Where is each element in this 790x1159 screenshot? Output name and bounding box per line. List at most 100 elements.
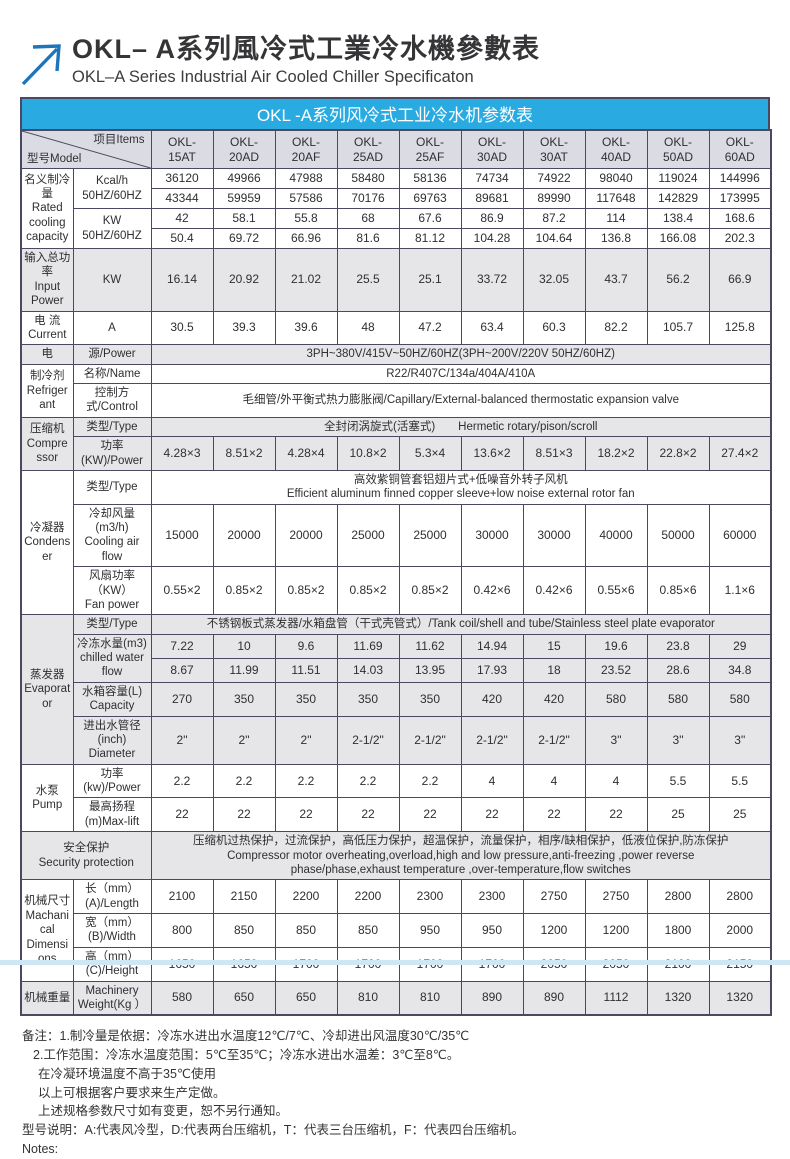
item-label-cell: 冷却风量(m3/h) Cooling air flow — [72, 503, 152, 568]
value-cell: 350 — [274, 681, 338, 717]
group-label-cell: 压缩机 Compressor — [20, 416, 74, 471]
value-cell: 28.6 — [646, 657, 710, 683]
item-label-cell: 类型/Type — [72, 416, 152, 438]
value-cell: 4.28×3 — [150, 436, 214, 471]
group-label-cell: 名义制冷量 Rated cooling capacity — [20, 168, 74, 249]
value-cell: 4 — [584, 763, 648, 799]
value-cell: 2200 — [336, 879, 400, 914]
value-cell: 27.4×2 — [708, 436, 772, 471]
group-label-cell: 机械重量 — [20, 980, 74, 1016]
value-cell: 69763 — [398, 188, 462, 209]
value-cell: 350 — [336, 681, 400, 717]
note-line: 上述规格参数尺寸如有变更，恕不另行通知。 — [38, 1104, 289, 1119]
value-cell: 87.2 — [522, 208, 586, 229]
value-cell: 2150 — [212, 879, 276, 914]
value-cell: 2-1/2" — [336, 715, 400, 765]
value-cell: 9.6 — [274, 633, 338, 659]
value-cell: 800 — [150, 913, 214, 948]
notes-block: 备注：1.制冷量是依据：冷冻水进出水温度12℃/7℃、冷却进出风温度30℃/35… — [22, 1027, 770, 1158]
value-cell: 25.1 — [398, 248, 462, 312]
value-cell: 5.5 — [708, 763, 772, 799]
value-cell: 47.2 — [398, 310, 462, 346]
value-cell: 350 — [212, 681, 276, 717]
value-cell: 25 — [646, 797, 710, 833]
value-cell: 2200 — [274, 879, 338, 914]
spec-table: 项目Items 型号Model OKL- 15AT OKL- 20AD OKL- 20A… — [20, 129, 772, 1017]
table-caption: OKL -A系列风冷式工业冷水机参数表 — [20, 97, 770, 129]
value-cell: 43.7 — [584, 248, 648, 312]
value-cell: 14.94 — [460, 633, 524, 659]
value-cell: 56.2 — [646, 248, 710, 312]
value-cell: 2800 — [646, 879, 710, 914]
merged-value-cell: 3PH~380V/415V~50HZ/60HZ(3PH~200V/220V 50… — [150, 344, 772, 365]
value-cell: 2750 — [584, 879, 648, 914]
merged-value-cell: 压缩机过热保护，过流保护，高低压力保护，超温保护，流量保护，相序/缺相保护，低液… — [150, 831, 772, 881]
model-header-cell: OKL- 25AD — [336, 129, 400, 169]
value-cell: 2.2 — [336, 763, 400, 799]
value-cell: 1800 — [646, 913, 710, 948]
group-label-cell: 制冷剂 Refrigerant — [20, 363, 74, 418]
value-cell: 580 — [150, 980, 214, 1016]
value-cell: 11.62 — [398, 633, 462, 659]
group-label-cell: 蒸发器 Evaporator — [20, 614, 74, 765]
value-cell: 2000 — [708, 913, 772, 948]
merged-value-cell: 全封闭涡旋式(活塞式) Hermetic rotary/pison/scroll — [150, 416, 772, 438]
model-header-cell: OKL- 15AT — [150, 129, 214, 169]
arrow-ne-logo-icon — [21, 44, 61, 86]
value-cell: 2" — [212, 715, 276, 765]
value-cell: 2.2 — [150, 763, 214, 799]
item-label-cell: KW — [72, 248, 152, 312]
value-cell: 270 — [150, 681, 214, 717]
value-cell: 2.2 — [274, 763, 338, 799]
value-cell: 39.6 — [274, 310, 338, 346]
value-cell: 0.85×2 — [336, 566, 400, 616]
value-cell: 850 — [274, 913, 338, 948]
value-cell: 58480 — [336, 168, 400, 189]
value-cell: 23.52 — [584, 657, 648, 683]
value-cell: 89990 — [522, 188, 586, 209]
value-cell: 0.85×6 — [646, 566, 710, 616]
value-cell: 13.95 — [398, 657, 462, 683]
value-cell: 5.5 — [646, 763, 710, 799]
value-cell: 810 — [398, 980, 462, 1016]
value-cell: 8.51×3 — [522, 436, 586, 471]
value-cell: 50.4 — [150, 228, 214, 249]
item-label-cell: 风扇功率（KW） Fan power — [72, 566, 152, 616]
value-cell: 350 — [398, 681, 462, 717]
value-cell: 60.3 — [522, 310, 586, 346]
value-cell: 69.72 — [212, 228, 276, 249]
value-cell: 29 — [708, 633, 772, 659]
value-cell: 117648 — [584, 188, 648, 209]
item-label-cell: KW 50HZ/60HZ — [72, 208, 152, 249]
value-cell: 20000 — [274, 503, 338, 568]
value-cell: 2" — [150, 715, 214, 765]
value-cell: 810 — [336, 980, 400, 1016]
value-cell: 25000 — [398, 503, 462, 568]
value-cell: 25 — [708, 797, 772, 833]
value-cell: 1320 — [646, 980, 710, 1016]
value-cell: 11.69 — [336, 633, 400, 659]
value-cell: 89681 — [460, 188, 524, 209]
value-cell: 890 — [460, 980, 524, 1016]
item-label-cell: 冷冻水量(m3) chilled water flow — [72, 633, 152, 683]
value-cell: 0.85×2 — [398, 566, 462, 616]
value-cell: 580 — [708, 681, 772, 717]
note-line: 型号说明：A:代表风冷型，D:代表两台压缩机，T：代表三台压缩机，F：代表四台压… — [22, 1123, 525, 1137]
value-cell: 74734 — [460, 168, 524, 189]
value-cell: 2.2 — [398, 763, 462, 799]
model-header-cell: OKL- 30AT — [522, 129, 586, 169]
value-cell: 650 — [274, 980, 338, 1016]
value-cell: 3" — [646, 715, 710, 765]
value-cell: 2300 — [398, 879, 462, 914]
value-cell: 4 — [460, 763, 524, 799]
value-cell: 2-1/2" — [398, 715, 462, 765]
item-label-cell: 类型/Type — [72, 614, 152, 635]
corner-model-label: 型号Model — [27, 152, 82, 165]
value-cell: 1320 — [708, 980, 772, 1016]
value-cell: 2100 — [150, 879, 214, 914]
item-label-cell: 宽（mm）(B)/Width — [72, 913, 152, 948]
value-cell: 166.08 — [646, 228, 710, 249]
value-cell: 11.51 — [274, 657, 338, 683]
value-cell: 105.7 — [646, 310, 710, 346]
value-cell: 125.8 — [708, 310, 772, 346]
